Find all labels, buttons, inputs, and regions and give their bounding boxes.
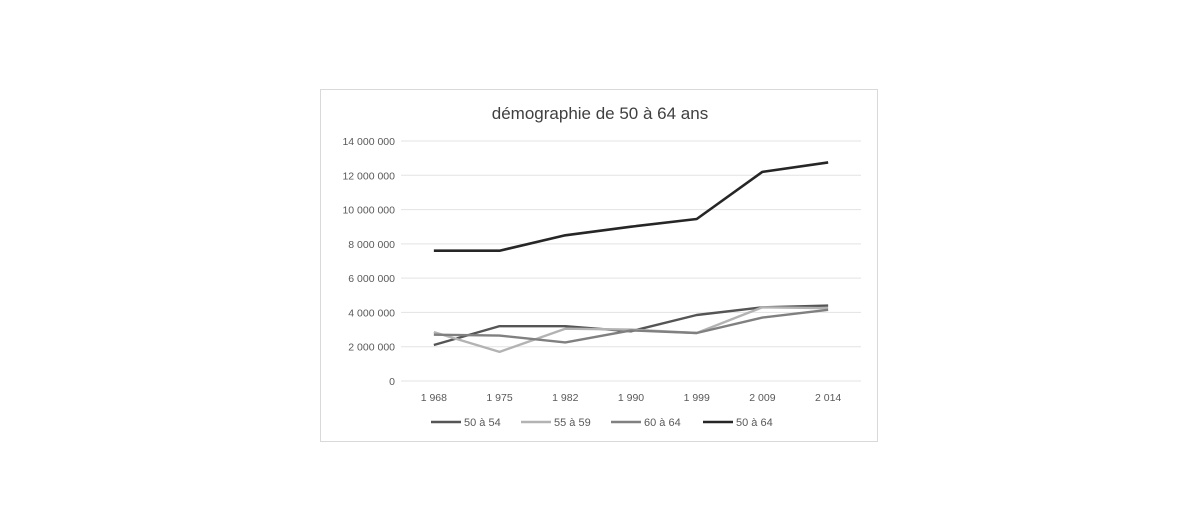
y-tick-label: 10 000 000	[342, 205, 395, 217]
series-line-1	[433, 304, 829, 347]
y-tick-label: 12 000 000	[342, 170, 395, 182]
chart-title: démographie de 50 à 64 ans	[492, 104, 708, 123]
y-axis-ticks: 0 2 000 000 4 000 000 6 000 000 8 000 000 10 …	[342, 136, 395, 388]
y-tick-label: 6 000 000	[348, 273, 395, 285]
legend: 50 à 54 55 à 59 60 à 64 50 à 64	[431, 417, 773, 429]
y-tick-label: 14 000 000	[342, 136, 395, 148]
legend-label: 60 à 64	[644, 417, 681, 429]
x-tick-label: 1 968	[421, 392, 447, 404]
x-tick-label: 1 990	[618, 392, 644, 404]
chart-frame: démographie de 50 à 64 ans 0 2 000 000 4 0…	[320, 89, 878, 442]
gridlines	[401, 140, 861, 382]
x-axis-ticks: 1 968 1 975 1 982 1 990 1 999 2 009 2 014	[421, 392, 842, 404]
y-tick-label: 2 000 000	[348, 342, 395, 354]
legend-label: 55 à 59	[554, 417, 591, 429]
y-tick-label: 4 000 000	[348, 307, 395, 319]
legend-label: 50 à 54	[464, 417, 501, 429]
series-lines	[433, 161, 829, 354]
y-tick-label: 0	[389, 376, 395, 388]
line-chart: démographie de 50 à 64 ans 0 2 000 000 4 0…	[342, 104, 861, 429]
x-tick-label: 2 014	[815, 392, 841, 404]
y-tick-label: 8 000 000	[348, 239, 395, 251]
series-line-3	[433, 308, 829, 344]
x-tick-label: 2 009	[749, 392, 775, 404]
x-tick-label: 1 982	[552, 392, 578, 404]
x-tick-label: 1 975	[486, 392, 512, 404]
series-line-4	[433, 161, 829, 253]
x-tick-label: 1 999	[684, 392, 710, 404]
legend-label: 50 à 64	[736, 417, 773, 429]
